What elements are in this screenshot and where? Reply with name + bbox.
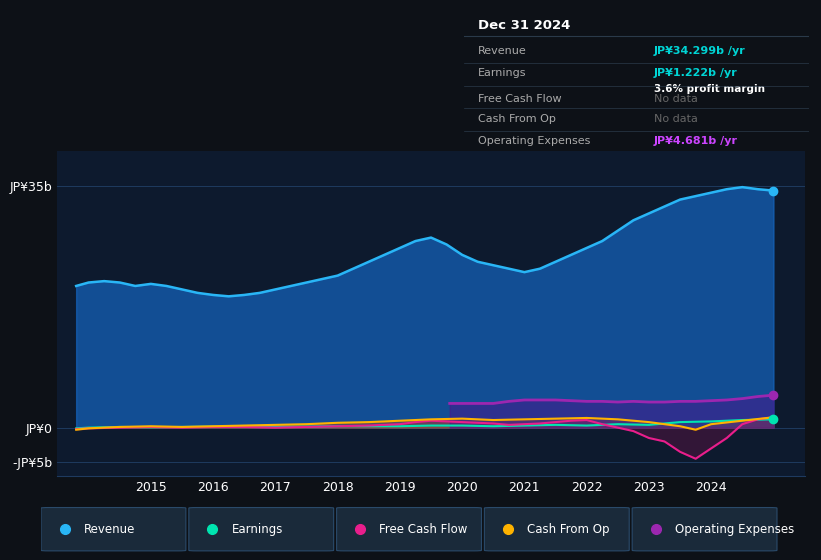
Text: Free Cash Flow: Free Cash Flow — [478, 94, 562, 104]
Text: Revenue: Revenue — [478, 46, 526, 56]
Text: Free Cash Flow: Free Cash Flow — [379, 522, 468, 536]
Text: Revenue: Revenue — [84, 522, 135, 536]
FancyBboxPatch shape — [41, 507, 186, 551]
Text: No data: No data — [654, 114, 697, 124]
Text: Cash From Op: Cash From Op — [478, 114, 556, 124]
Text: JP¥34.299b /yr: JP¥34.299b /yr — [654, 46, 745, 56]
FancyBboxPatch shape — [632, 507, 777, 551]
FancyBboxPatch shape — [189, 507, 333, 551]
Text: Earnings: Earnings — [232, 522, 283, 536]
Text: Cash From Op: Cash From Op — [527, 522, 610, 536]
Text: Operating Expenses: Operating Expenses — [478, 137, 590, 147]
Text: No data: No data — [654, 94, 697, 104]
Text: Dec 31 2024: Dec 31 2024 — [478, 19, 570, 32]
FancyBboxPatch shape — [484, 507, 629, 551]
Text: 3.6% profit margin: 3.6% profit margin — [654, 83, 764, 94]
Text: JP¥4.681b /yr: JP¥4.681b /yr — [654, 137, 737, 147]
Text: JP¥1.222b /yr: JP¥1.222b /yr — [654, 68, 737, 78]
Text: Operating Expenses: Operating Expenses — [675, 522, 794, 536]
FancyBboxPatch shape — [337, 507, 481, 551]
Text: Earnings: Earnings — [478, 68, 526, 78]
